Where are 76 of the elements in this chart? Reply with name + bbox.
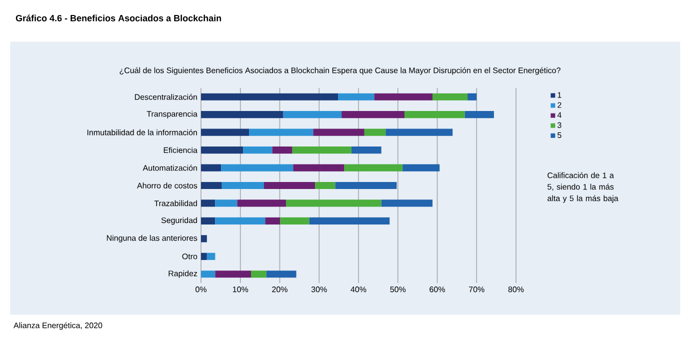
bar: [201, 93, 338, 100]
y-tick-label: Ninguna de las anteriores: [106, 234, 198, 242]
bar: [264, 182, 316, 190]
bar: [215, 270, 252, 278]
text: Gráfico 4.6 - Beneficios Asociados a Blockchain: [16, 14, 222, 22]
x-tick-label: 70%: [469, 286, 484, 292]
bar: [201, 146, 244, 154]
bar: [201, 128, 250, 136]
bar: [293, 164, 344, 172]
bar: [201, 270, 216, 278]
x-tick-label: 10%: [232, 286, 248, 292]
x-tick-label: 20%: [272, 286, 288, 292]
legend-label: 3: [557, 122, 562, 128]
bar: [201, 252, 207, 260]
bar: [335, 182, 397, 190]
bar: [468, 93, 477, 100]
bar: [249, 128, 314, 136]
bar: [215, 217, 266, 225]
bar: [344, 164, 403, 172]
bar: [351, 146, 382, 154]
legend-label: 5: [558, 132, 562, 138]
bar: [402, 164, 440, 172]
bar: [215, 200, 238, 207]
bar: [280, 217, 310, 225]
y-tick-label: Automatización: [142, 164, 197, 171]
bar: [313, 128, 364, 136]
bar: [201, 111, 284, 118]
bar: [381, 200, 433, 207]
x-tick-label: 50%: [390, 286, 406, 292]
bar: [272, 146, 292, 154]
bar: [222, 182, 264, 190]
bar: [338, 93, 374, 100]
bar: [201, 164, 222, 172]
legend-label: 1: [558, 92, 562, 98]
x-tick-label: 80%: [508, 286, 524, 292]
bar: [283, 111, 342, 118]
y-tick-label: Trazabilidad: [154, 200, 197, 206]
x-tick-label: 60%: [430, 286, 445, 292]
bar: [201, 182, 222, 190]
text: Calificación de 1 a 5, siendo 1 la más alta y 5 la más baja: [548, 172, 618, 203]
y-tick-label: Inmutabilidad de la información: [87, 129, 197, 136]
bar: [386, 128, 453, 136]
bar: [404, 111, 465, 118]
bar: [286, 200, 382, 207]
y-tick-label: Seguridad: [161, 217, 197, 225]
text: Alianza Energética, 2020: [14, 322, 102, 330]
bar: [201, 200, 216, 207]
x-tick-label: 40%: [350, 286, 366, 292]
bar: [309, 217, 390, 225]
y-tick-label: Rapidez: [168, 270, 198, 278]
y-tick-label: Descentralización: [134, 94, 197, 100]
bar: [266, 270, 296, 278]
y-tick-label: Transparencia: [146, 110, 198, 118]
chart-subtitle: ¿Cuál de los Siguientes Beneficios Asociados a Blockchain Espera que Cause la Mayor Disrupción en el Sector Energético?: [120, 67, 560, 75]
bar: [251, 270, 266, 278]
bar: [206, 252, 216, 260]
bar: [315, 182, 336, 190]
bar: [432, 93, 468, 100]
legend-label: 2: [558, 102, 562, 108]
x-tick-label: 30%: [311, 286, 327, 292]
legend-label: 4: [557, 112, 562, 118]
bar: [464, 111, 494, 118]
bar: [342, 111, 405, 118]
bar: [237, 200, 286, 207]
y-tick-label: Otro: [182, 254, 198, 260]
y-tick-label: Eficiencia: [164, 147, 198, 153]
bar: [364, 128, 386, 136]
bar: [265, 217, 280, 225]
bar: [374, 93, 433, 100]
bar: [201, 235, 207, 242]
y-tick-label: Ahorro de costos: [137, 182, 198, 188]
bar: [292, 146, 352, 154]
bar: [243, 146, 272, 154]
bar: [221, 164, 294, 172]
x-tick-label: 0%: [196, 286, 206, 292]
bar: [201, 217, 216, 225]
